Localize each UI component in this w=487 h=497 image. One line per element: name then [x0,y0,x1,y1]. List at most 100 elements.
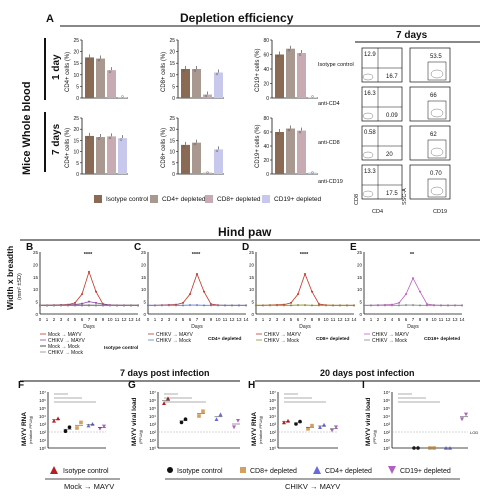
paw-point [419,304,421,307]
paw-point [168,304,170,307]
bar [286,48,295,98]
flow-plot-left [361,164,403,200]
bottom-point [197,414,201,418]
bar-point [86,136,90,139]
paw-point [269,304,271,307]
paw-point [283,304,285,307]
bottom-point [294,422,298,426]
paw-ytick: 20 [357,262,363,267]
paw-xtick: 5 [290,317,293,322]
paw-point [147,304,149,307]
paw-xtick: 7 [88,317,91,322]
flow-row-label: anti-CD8 [318,140,340,146]
panel-a-legend: Isotype control CD4+ depleted CD8+ deple… [94,195,322,203]
flow-left-yaxis: CD8 [354,194,360,205]
bar-tick-label: 15 [169,61,175,67]
legend-isotype-mock: Isotype control [63,468,109,475]
flow-row-label: Isotype control [318,62,354,68]
flow-plot-left [361,125,403,161]
paw-xtick: 12 [337,317,343,322]
paw-point [137,304,139,307]
paw-ytick: 15 [141,275,147,280]
paw-xtick: 12 [229,317,235,322]
paw-point [297,293,299,296]
bottom-point [236,419,240,423]
paw-xtick: 6 [189,317,192,322]
paw-point [377,304,379,307]
bottom-ytick: 10¹ [383,438,390,443]
bar-tick-label: 10 [73,150,79,156]
paw-ytick: 0 [35,312,38,317]
paw-point [81,293,83,296]
paw-xtick: 5 [74,317,77,322]
bottom-ytick: 10² [39,430,46,435]
bottom-ytick: 10³ [269,422,276,427]
paw-group-label: Isotype control [104,345,138,351]
legend-cd8: CD8+ depleted [217,196,261,203]
paw-point [346,304,348,307]
paw-xtick: 3 [60,317,63,322]
bottom-point [75,426,79,430]
paw-point [370,304,372,307]
flow-value-right: 0.70 [430,171,442,177]
bottom-point [282,420,286,425]
flow-plot-right [409,47,451,83]
flow-gate-box [427,61,447,81]
bar-tick-label: 20 [73,50,79,56]
paw-point [196,304,198,307]
paw-significance: **** [84,252,93,258]
row-label-7days: 7 days [51,123,62,155]
flow-right-xaxis: CD19 [433,209,447,215]
flow-contour [430,108,444,118]
paw-legend-entry: CHIKV → Mock [156,338,192,344]
paw-xtick: 14 [135,317,141,322]
paw-ytick: 10 [141,287,147,292]
bar-point [119,138,123,141]
legend-cd8-square [240,467,246,473]
bar-ylabel: CD8+ cells (%) [161,128,167,168]
flow-contour [362,190,374,198]
bottom-ylabel: MAYV RNA [251,412,258,446]
flow-value-right: 66 [430,93,437,99]
flow-contour [362,73,374,81]
paw-xtick: 12 [121,317,127,322]
paw-xtick: 4 [283,317,286,322]
bottom-ylabel: MAYV viral load [131,397,138,446]
flow-plot-left [361,47,403,83]
bar [275,132,284,174]
paw-chart-letter: C [134,242,141,253]
bottom-ytick: 10² [383,430,390,435]
bottom-chart-letter: G [128,380,136,391]
paw-point [196,272,198,275]
flow-contour [362,112,374,120]
bar-tick-label: 0 [76,96,79,102]
flow-value-lr: 0.09 [386,113,398,119]
paw-point [311,290,313,293]
paw-ytick: 5 [143,300,146,305]
paw-significance: **** [300,252,309,258]
paw-point [276,304,278,307]
paw-point [182,304,184,307]
paw-xtick: 4 [67,317,70,322]
bar-point [311,95,314,98]
flow-gate-box [427,139,447,159]
paw-xlabel: Days [407,324,419,330]
flow-row-label: anti-CD19 [318,179,343,185]
flow-plot-right [409,125,451,161]
paw-point [405,293,407,296]
bar [96,137,105,174]
bottom-ytick: 10⁴ [39,414,46,419]
paw-xtick: 11 [439,317,444,322]
paw-legend-entry: Mock → MAYV [48,332,82,338]
paw-point [398,301,400,304]
bar-tick-label: 0 [266,96,269,102]
paw-xtick: 8 [311,317,314,322]
paw-point [81,302,83,305]
paw-legend-entry: CHIKV → MAYV [372,332,410,338]
paw-point [46,304,48,307]
bottom-point [162,401,166,405]
paw-point [363,304,365,307]
bottom-ytick: 10⁵ [269,406,276,411]
